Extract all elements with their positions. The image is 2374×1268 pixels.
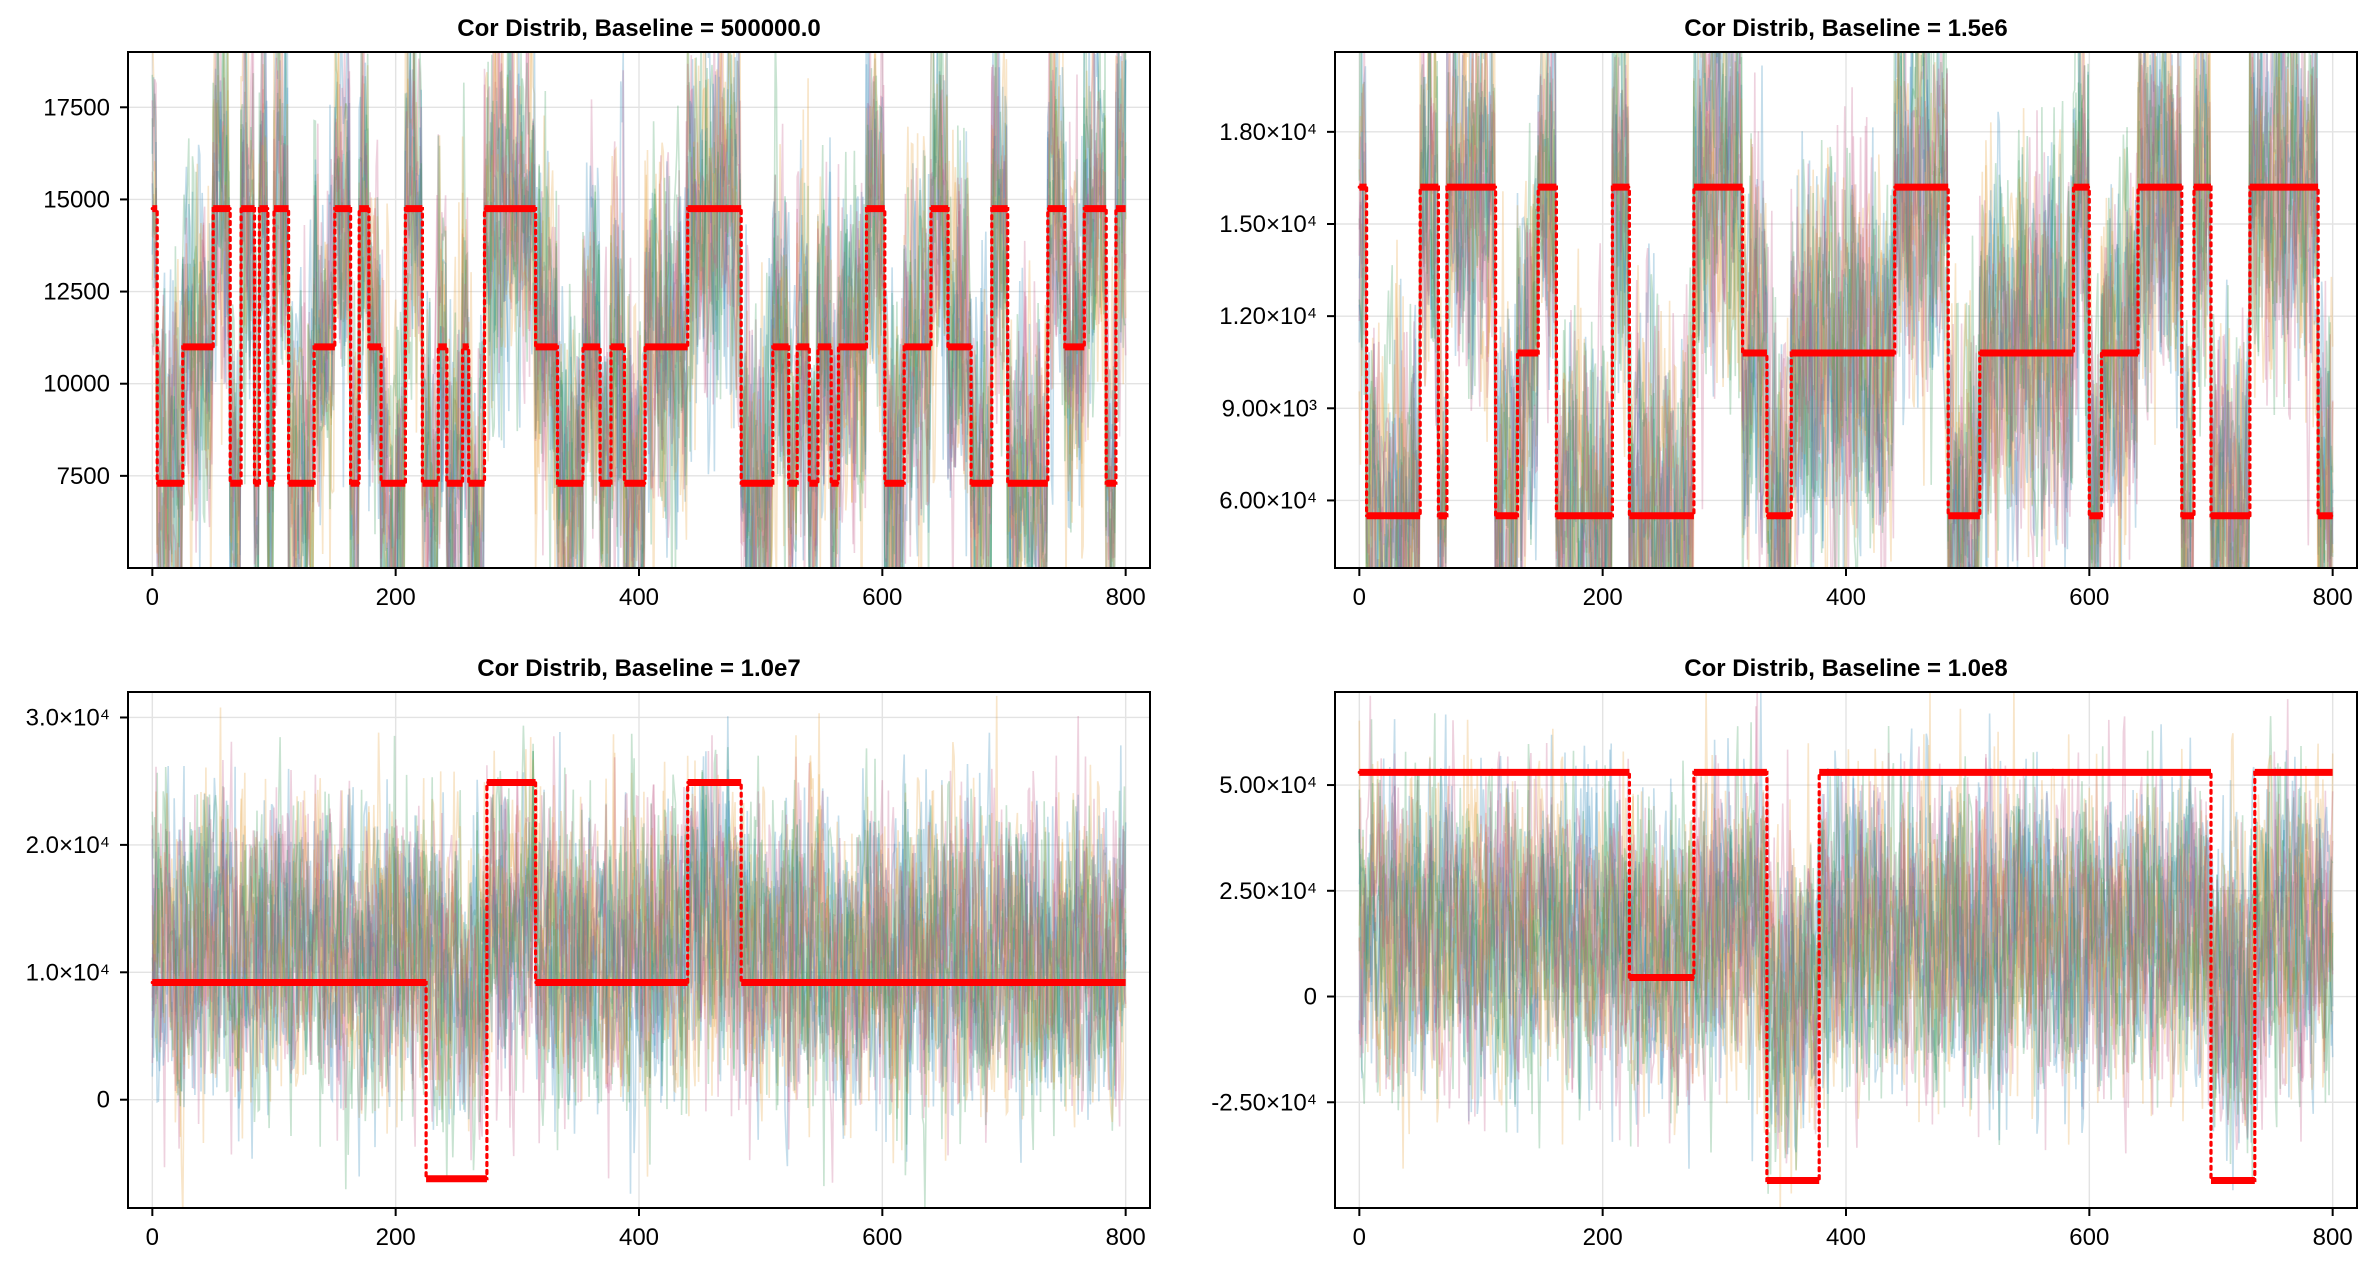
sample-traces	[150, 695, 1128, 1208]
x-tick-label: 0	[146, 1224, 159, 1251]
chart-title: Cor Distrib, Baseline = 1.5e6	[1684, 15, 2007, 42]
sample-trace	[1358, 52, 2334, 568]
sample-trace	[1358, 52, 2334, 568]
sample-trace	[1358, 713, 2334, 1155]
sample-trace	[151, 52, 1127, 568]
x-tick-label: 200	[376, 584, 416, 611]
y-tick-label: 3.0×10⁴	[26, 704, 110, 731]
chart-title: Cor Distrib, Baseline = 500000.0	[457, 15, 821, 42]
y-tick-label: 1.0×10⁴	[26, 959, 110, 986]
x-tick-label: 400	[619, 584, 659, 611]
sample-trace	[151, 745, 1127, 1194]
y-tick-label: -2.50×10⁴	[1211, 1089, 1317, 1116]
sample-trace	[151, 737, 1127, 1177]
x-tick-label: 600	[862, 584, 902, 611]
sample-trace	[1358, 52, 2334, 568]
state-level-line	[150, 780, 1128, 1181]
sample-trace	[1358, 713, 2334, 1163]
y-tick-label: 10000	[43, 371, 110, 398]
sample-trace	[151, 736, 1127, 1179]
sample-trace	[151, 52, 1126, 568]
sample-trace	[151, 52, 1127, 568]
sample-trace	[151, 748, 1127, 1208]
sample-trace	[1358, 52, 2334, 568]
x-tick-label: 0	[1353, 584, 1366, 611]
y-tick-label: 6.00×10⁴	[1219, 487, 1317, 514]
sample-trace	[151, 731, 1127, 1163]
x-tick-label: 800	[1106, 584, 1146, 611]
y-tick-label: 7500	[57, 463, 110, 490]
y-tick-label: 2.0×10⁴	[26, 832, 110, 859]
chart-panel-3: 0 200 400 600 800 0 1.0×10⁴ 2.0×10⁴ 3.0×10⁴ Cor D…	[26, 655, 1151, 1251]
sample-trace	[1358, 725, 2334, 1165]
sample-trace	[1358, 52, 2334, 568]
chart-title: Cor Distrib, Baseline = 1.0e8	[1684, 655, 2007, 682]
sample-trace	[151, 52, 1127, 568]
y-tick-label: 2.50×10⁴	[1219, 878, 1317, 905]
y-tick-label: 1.50×10⁴	[1219, 211, 1317, 238]
x-tick-label: 0	[146, 584, 159, 611]
x-tick-label: 400	[1826, 1224, 1866, 1251]
x-tick-label: 800	[2313, 584, 2353, 611]
x-tick-label: 200	[1583, 1224, 1623, 1251]
sample-trace	[1358, 692, 2334, 1162]
chart-panel-1: 0 200 400 600 800 7500 10000 12500 15000 17500 Cor…	[43, 15, 1151, 611]
y-tick-label: 12500	[43, 279, 110, 306]
sample-trace	[1358, 692, 2334, 1194]
sample-trace	[1358, 714, 2334, 1191]
y-tick-label: 0	[1304, 984, 1317, 1011]
x-tick-label: 0	[1353, 1224, 1366, 1251]
sample-trace	[1358, 52, 2332, 568]
sample-trace	[151, 725, 1127, 1190]
sample-trace	[151, 716, 1127, 1177]
x-tick-label: 800	[2313, 1224, 2353, 1251]
sample-trace	[1358, 692, 2334, 1145]
x-tick-label: 600	[2069, 584, 2109, 611]
x-tick-label: 200	[376, 1224, 416, 1251]
sample-trace	[151, 52, 1127, 568]
x-tick-label: 800	[1106, 1224, 1146, 1251]
sample-trace	[1358, 52, 2334, 568]
y-tick-label: 0	[97, 1087, 110, 1114]
sample-trace	[151, 707, 1127, 1164]
x-tick-label: 200	[1583, 584, 1623, 611]
sample-trace	[151, 52, 1127, 568]
y-tick-label: 1.20×10⁴	[1219, 303, 1317, 330]
sample-traces	[1357, 692, 2335, 1208]
chart-panel-2: 0 200 400 600 800 6.00×10⁴ 9.00×10³ 1.20×10⁴ 1.5…	[1219, 15, 2358, 611]
sample-traces	[1357, 52, 2335, 568]
y-tick-label: 9.00×10³	[1222, 395, 1317, 422]
sample-trace	[1358, 52, 2334, 568]
y-tick-label: 17500	[43, 94, 110, 121]
sample-trace	[1358, 52, 2334, 568]
x-tick-label: 400	[1826, 584, 1866, 611]
y-tick-label: 1.80×10⁴	[1219, 119, 1317, 146]
y-tick-label: 15000	[43, 186, 110, 213]
chart-title: Cor Distrib, Baseline = 1.0e7	[477, 655, 800, 682]
sample-trace	[151, 695, 1127, 1208]
chart-panel-4: 0 200 400 600 800 -2.50×10⁴ 0 2.50×10⁴ 5.00×10⁴ C…	[1211, 655, 2358, 1251]
x-tick-label: 600	[2069, 1224, 2109, 1251]
sample-trace	[151, 715, 1127, 1183]
sample-trace	[151, 52, 1127, 568]
sample-trace	[1358, 719, 2334, 1194]
sample-trace	[1358, 52, 2334, 568]
sample-trace	[1358, 52, 2334, 568]
x-tick-label: 400	[619, 1224, 659, 1251]
sample-trace	[1358, 695, 2334, 1154]
sample-trace	[151, 733, 1127, 1187]
y-tick-label: 5.00×10⁴	[1219, 772, 1317, 799]
sample-trace	[1358, 699, 2334, 1164]
x-tick-label: 600	[862, 1224, 902, 1251]
sample-trace	[151, 52, 1126, 568]
sample-trace	[1358, 734, 2334, 1208]
sample-trace	[152, 52, 1127, 568]
sample-traces	[150, 52, 1128, 568]
